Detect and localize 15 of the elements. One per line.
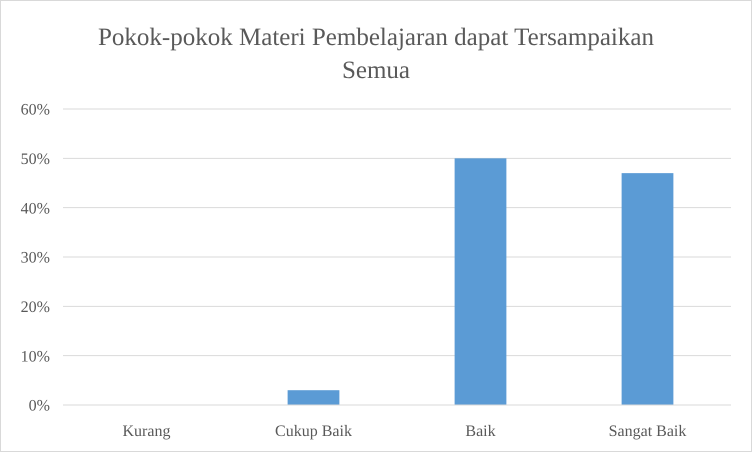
x-tick-label: Kurang — [122, 423, 170, 440]
x-tick-label: Baik — [465, 423, 496, 440]
y-tick-label: 0% — [28, 398, 50, 415]
chart-title: Pokok-pokok Materi Pembelajaran dapat Tersampaikan Semua — [98, 24, 654, 84]
y-tick-label: 10% — [20, 348, 50, 366]
y-tick-label: 30% — [20, 250, 50, 267]
x-tick-label: Cukup Baik — [275, 423, 352, 440]
y-tick-label: 20% — [20, 298, 50, 316]
bar — [622, 173, 674, 405]
bar — [454, 158, 506, 405]
x-tick-label: Sangat Baik — [608, 423, 686, 440]
y-tick-label: 60% — [20, 102, 50, 119]
y-tick-label: 50% — [20, 150, 50, 168]
bar — [288, 390, 340, 405]
y-tick-label: 40% — [20, 200, 50, 218]
